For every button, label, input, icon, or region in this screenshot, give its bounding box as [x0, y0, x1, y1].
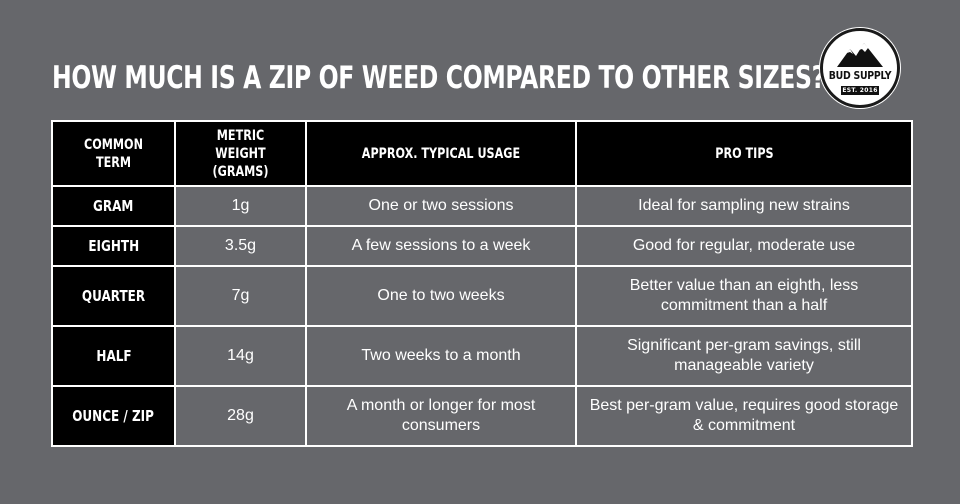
weight-cell: 1g: [174, 185, 307, 227]
usage-cell: One to two weeks: [305, 265, 577, 327]
size-comparison-table: Common Term Metric Weight (Grams) Approx…: [51, 120, 913, 447]
header-common-term: Common Term: [51, 120, 176, 187]
mountain-icon: [837, 43, 883, 67]
bud-supply-logo: BUD SUPPLY EST. 2016: [820, 28, 900, 108]
page-title: How much is a zip of weed compared to ot…: [52, 60, 825, 96]
weight-cell: 7g: [174, 265, 307, 327]
tip-cell: Good for regular, moderate use: [575, 225, 913, 267]
weight-cell: 14g: [174, 325, 307, 387]
header-typical-usage: Approx. Typical Usage: [305, 120, 577, 187]
weight-cell: 28g: [174, 385, 307, 447]
tip-cell: Significant per-gram savings, still mana…: [575, 325, 913, 387]
usage-cell: One or two sessions: [305, 185, 577, 227]
term-cell: Eighth: [51, 225, 176, 267]
tip-cell: Better value than an eighth, less commit…: [575, 265, 913, 327]
term-cell: Half: [51, 325, 176, 387]
tip-cell: Ideal for sampling new strains: [575, 185, 913, 227]
weight-cell: 3.5g: [174, 225, 307, 267]
table-row: Eighth 3.5g A few sessions to a week Goo…: [51, 225, 913, 267]
usage-cell: A few sessions to a week: [305, 225, 577, 267]
usage-cell: A month or longer for most consumers: [305, 385, 577, 447]
header-metric-weight: Metric Weight (Grams): [174, 120, 307, 187]
term-cell: Gram: [51, 185, 176, 227]
term-cell: Ounce / Zip: [51, 385, 176, 447]
table-row: Ounce / Zip 28g A month or longer for mo…: [51, 385, 913, 447]
table-row: Half 14g Two weeks to a month Significan…: [51, 325, 913, 387]
term-cell: Quarter: [51, 265, 176, 327]
logo-brand-text: BUD SUPPLY: [828, 69, 892, 82]
table-row: Quarter 7g One to two weeks Better value…: [51, 265, 913, 327]
table-row: Gram 1g One or two sessions Ideal for sa…: [51, 185, 913, 227]
table-header-row: Common Term Metric Weight (Grams) Approx…: [51, 120, 913, 187]
header-pro-tips: Pro Tips: [575, 120, 913, 187]
tip-cell: Best per-gram value, requires good stora…: [575, 385, 913, 447]
logo-established-badge: EST. 2016: [841, 86, 879, 95]
usage-cell: Two weeks to a month: [305, 325, 577, 387]
